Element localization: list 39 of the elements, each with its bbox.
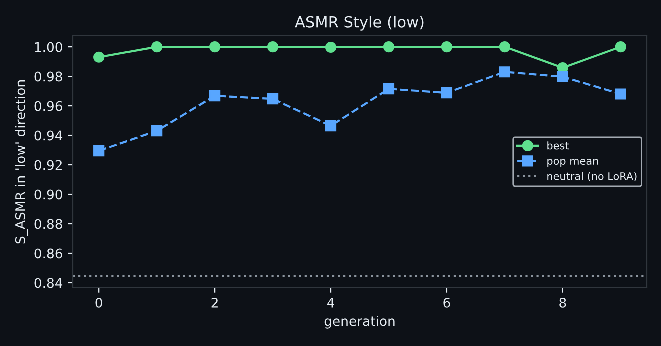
x-tick-label: 6 (444, 298, 450, 308)
y-tick-label: 0.88 (34, 219, 62, 230)
y-tick-label: 0.92 (34, 160, 62, 170)
point (209, 42, 221, 53)
point (152, 126, 163, 137)
y-axis-title: S_ASMR in 'low' direction (15, 80, 28, 244)
y-tick-label: 0.84 (34, 278, 63, 288)
point (615, 88, 626, 100)
point (94, 145, 105, 157)
point (209, 90, 221, 102)
point (383, 42, 395, 53)
point (615, 42, 626, 53)
point (499, 66, 511, 78)
point (441, 88, 453, 99)
point (267, 94, 279, 105)
y-tick-label: 0.96 (34, 101, 62, 112)
point (267, 42, 279, 53)
x-tick-label: 0 (96, 298, 102, 308)
chart-title: ASMR Style (low) (295, 16, 424, 31)
y-tick-label: 0.98 (34, 72, 62, 82)
x-axis-title: generation (324, 316, 395, 329)
x-tick-label: 4 (327, 298, 334, 308)
y-tick-label: 1.00 (35, 42, 62, 52)
legend-label: pop mean (548, 159, 598, 168)
point (325, 42, 337, 54)
y-tick-label: 0.90 (34, 190, 62, 200)
point (441, 42, 453, 53)
point (383, 84, 395, 95)
y-tick-label: 0.94 (34, 130, 63, 141)
point (499, 42, 511, 53)
legend-label: neutral (no LoRA) (548, 172, 637, 182)
x-tick-label: 2 (212, 298, 218, 308)
point (325, 120, 337, 132)
point (557, 71, 568, 83)
legend-label: best (548, 142, 569, 150)
x-tick-label: 8 (560, 298, 566, 308)
point (94, 52, 105, 63)
point (152, 42, 163, 53)
y-tick-label: 0.86 (34, 248, 62, 259)
